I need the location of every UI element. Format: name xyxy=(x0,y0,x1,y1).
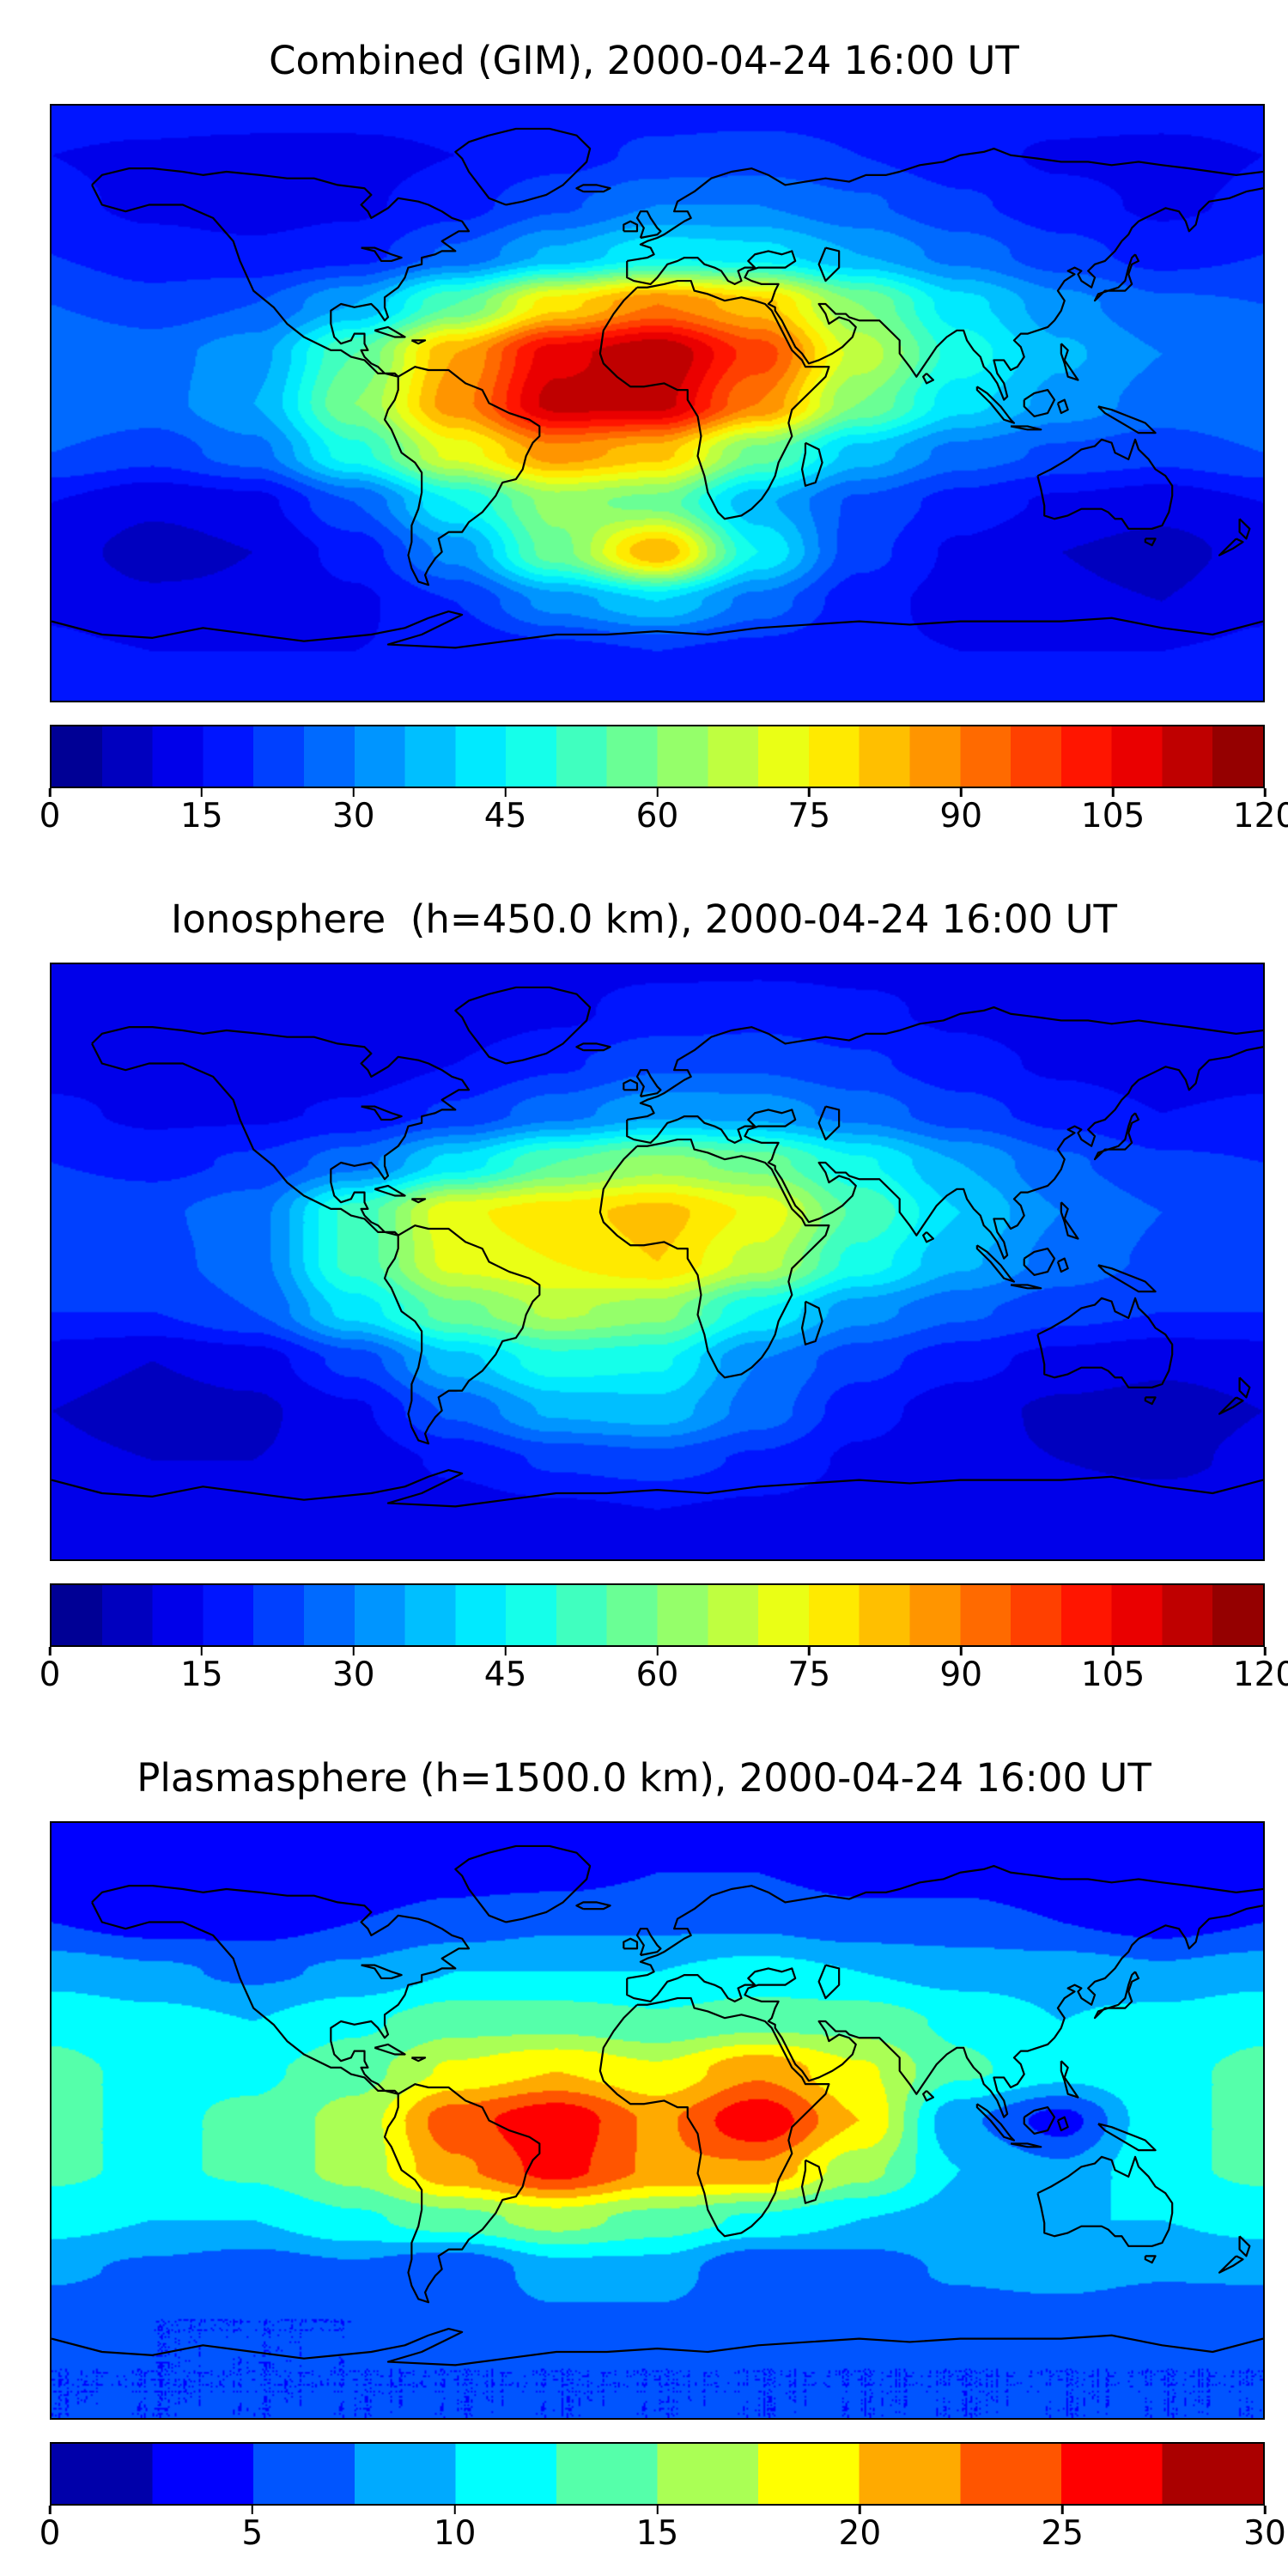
tick-label: 10 xyxy=(433,2514,477,2553)
tick-label: 15 xyxy=(180,1656,223,1694)
colorbar-tickmark xyxy=(453,2506,456,2514)
colorbar-combined xyxy=(50,725,1265,788)
colorbar-tickmark xyxy=(352,788,355,797)
tick-label: 120 xyxy=(1232,797,1288,835)
colorbar-tickmark xyxy=(48,2506,52,2514)
colorbar-tickmark xyxy=(1263,2506,1267,2514)
tick-label: 60 xyxy=(635,1656,679,1694)
colorbar-tickmark xyxy=(859,2506,861,2514)
coastlines-overlay xyxy=(52,1823,1263,2418)
tick-label: 15 xyxy=(180,797,223,835)
colorbar-tickmark xyxy=(1060,2506,1064,2514)
colorbar-tickmark xyxy=(656,1647,659,1656)
tick-label: 45 xyxy=(483,1656,527,1694)
colorbar-tickmark xyxy=(48,1647,52,1656)
colorbar-canvas xyxy=(52,2444,1263,2504)
colorbar-tickmark xyxy=(48,788,52,797)
tick-label: 0 xyxy=(39,797,61,835)
colorbar-tickmark xyxy=(251,2506,254,2514)
colorbar-tickmark xyxy=(808,1647,811,1656)
tick-label: 105 xyxy=(1080,1656,1145,1694)
colorbar-tickmark xyxy=(656,788,659,797)
panel-title-plasmasphere: Plasmasphere (h=1500.0 km), 2000-04-24 1… xyxy=(137,1755,1151,1801)
colorbar-tickmark xyxy=(1263,788,1267,797)
coastline-path xyxy=(52,129,1263,647)
tick-label: 0 xyxy=(39,2514,61,2553)
tick-label: 90 xyxy=(939,1656,983,1694)
colorbar-canvas xyxy=(52,726,1263,787)
colorbar-tickmark xyxy=(1263,1647,1267,1656)
heatmap-canvas-combined xyxy=(52,106,1263,701)
colorbar-tickmark xyxy=(1111,788,1115,797)
tick-label: 25 xyxy=(1041,2514,1084,2553)
colorbar-plasmasphere xyxy=(50,2442,1265,2506)
map-plasmasphere xyxy=(50,1821,1265,2420)
colorbar-tickmark xyxy=(352,1647,355,1656)
map-combined xyxy=(50,104,1265,702)
tick-label: 30 xyxy=(331,1656,375,1694)
tick-label: 75 xyxy=(787,1656,831,1694)
heatmap-canvas-ionosphere xyxy=(52,964,1263,1559)
panel-combined: Combined (GIM), 2000-04-24 16:00 UT 0 15 3… xyxy=(0,0,1288,859)
tick-label: 60 xyxy=(635,797,679,835)
coastline-path xyxy=(52,987,1263,1506)
tick-label: 30 xyxy=(331,797,375,835)
panel-title-combined: Combined (GIM), 2000-04-24 16:00 UT xyxy=(269,38,1019,83)
map-ionosphere xyxy=(50,963,1265,1561)
colorbar-ionosphere xyxy=(50,1583,1265,1647)
tick-label: 120 xyxy=(1232,1656,1288,1694)
tick-label: 15 xyxy=(635,2514,679,2553)
colorbar-tickmark xyxy=(960,1647,963,1656)
coastline-path xyxy=(52,1846,1263,2365)
tick-label: 20 xyxy=(838,2514,882,2553)
colorbar-canvas xyxy=(52,1585,1263,1645)
tick-label: 30 xyxy=(1243,2514,1286,2553)
tick-label: 105 xyxy=(1080,797,1145,835)
coastlines-overlay xyxy=(52,964,1263,1559)
colorbar-ticks-combined: 0 15 30 45 60 75 90 105 120 xyxy=(39,788,1288,843)
colorbar-tickmark xyxy=(504,1647,507,1656)
colorbar-tickmark xyxy=(200,1647,204,1656)
panel-ionosphere: Ionosphere (h=450.0 km), 2000-04-24 16:0… xyxy=(0,859,1288,1717)
coastlines-overlay xyxy=(52,106,1263,701)
heatmap-canvas-plasmasphere xyxy=(52,1823,1263,2418)
panel-plasmasphere: Plasmasphere (h=1500.0 km), 2000-04-24 1… xyxy=(0,1717,1288,2576)
colorbar-tickmark xyxy=(808,788,811,797)
colorbar-tickmark xyxy=(504,788,507,797)
colorbar-tickmark xyxy=(200,788,204,797)
tick-label: 90 xyxy=(939,797,983,835)
colorbar-ticks-ionosphere: 0 15 30 45 60 75 90 105 120 xyxy=(39,1647,1288,1702)
tick-label: 0 xyxy=(39,1656,61,1694)
panel-title-ionosphere: Ionosphere (h=450.0 km), 2000-04-24 16:0… xyxy=(170,896,1118,942)
tick-label: 45 xyxy=(483,797,527,835)
colorbar-tickmark xyxy=(656,2506,659,2514)
colorbar-tickmark xyxy=(1111,1647,1115,1656)
tick-label: 75 xyxy=(787,797,831,835)
tick-label: 5 xyxy=(241,2514,264,2553)
colorbar-tickmark xyxy=(960,788,963,797)
colorbar-ticks-plasmasphere: 0 5 10 15 20 25 30 xyxy=(39,2506,1286,2561)
